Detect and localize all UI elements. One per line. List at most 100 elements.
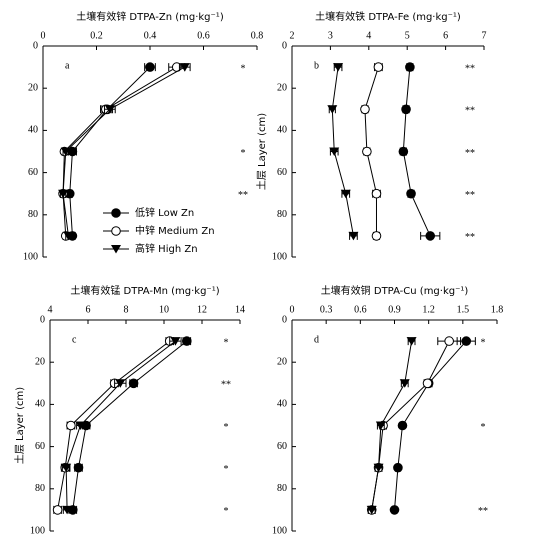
marker — [375, 421, 386, 430]
x-tick-label: 6 — [86, 304, 91, 315]
significance: ** — [221, 380, 231, 391]
y-tick-label: 80 — [35, 483, 45, 494]
marker — [333, 63, 344, 72]
marker — [397, 420, 408, 431]
x-tick-label: 7 — [482, 30, 487, 41]
y-axis-label: 土层 Layer (cm) — [13, 387, 26, 464]
significance: * — [224, 422, 229, 433]
marker — [373, 62, 384, 72]
y-tick-label: 20 — [277, 82, 287, 93]
y-tick-label: 100 — [23, 251, 38, 262]
marker — [52, 505, 63, 515]
chart-title: 土壤有效铁 DTPA-Fe (mg·kg⁻¹) — [315, 10, 461, 23]
marker — [406, 188, 416, 199]
significance: ** — [465, 63, 475, 74]
marker — [366, 505, 377, 515]
significance: ** — [478, 506, 488, 517]
marker — [425, 231, 436, 241]
marker — [60, 147, 71, 156]
x-tick-label: 0.3 — [320, 304, 333, 315]
marker — [66, 420, 76, 431]
x-tick-label: 0.4 — [144, 30, 157, 41]
x-tick-label: 1.5 — [457, 304, 470, 315]
legend-label: 低锌 Low Zn — [135, 206, 194, 219]
marker — [340, 189, 351, 199]
x-tick-label: 0.8 — [251, 30, 264, 41]
x-tick-label: 8 — [124, 304, 129, 315]
legend-label: 中锌 Medium Zn — [135, 224, 215, 237]
marker — [444, 336, 454, 346]
marker — [62, 505, 73, 515]
significance: * — [224, 506, 229, 517]
marker — [461, 336, 472, 346]
y-tick-label: 20 — [35, 356, 45, 367]
x-tick-label: 0 — [41, 30, 46, 41]
y-axis-label: 土层 Layer (cm) — [255, 113, 268, 190]
marker — [170, 337, 181, 346]
marker — [182, 336, 192, 346]
significance: ** — [465, 148, 475, 159]
x-tick-label: 0 — [290, 304, 295, 315]
x-tick-label: 3 — [328, 30, 333, 41]
marker — [329, 147, 340, 156]
y-tick-label: 40 — [28, 125, 38, 136]
marker — [371, 188, 382, 199]
marker — [115, 379, 126, 388]
marker — [389, 505, 400, 515]
panel-label: d — [314, 334, 319, 345]
y-tick-label: 20 — [277, 356, 287, 367]
y-tick-label: 60 — [277, 167, 287, 178]
y-tick-label: 80 — [277, 483, 287, 494]
marker — [393, 462, 403, 473]
marker — [104, 105, 115, 114]
y-tick-label: 0 — [33, 40, 38, 51]
significance: * — [241, 63, 246, 74]
marker — [422, 378, 433, 389]
y-tick-label: 40 — [35, 399, 45, 410]
significance: * — [481, 422, 486, 433]
legend-marker — [111, 245, 121, 254]
marker — [73, 462, 84, 473]
x-tick-label: 0.9 — [388, 304, 401, 315]
marker — [348, 231, 359, 241]
y-tick-label: 80 — [28, 209, 38, 220]
x-tick-label: 10 — [159, 304, 169, 315]
x-tick-label: 14 — [235, 304, 245, 315]
significance: * — [224, 337, 229, 348]
panel-label: c — [72, 334, 77, 345]
y-tick-label: 40 — [277, 399, 287, 410]
x-tick-label: 0.6 — [354, 304, 367, 315]
chart-title: 土壤有效锰 DTPA-Mn (mg·kg⁻¹) — [70, 284, 219, 297]
marker — [360, 104, 370, 115]
y-tick-label: 0 — [282, 314, 287, 325]
marker — [401, 104, 411, 115]
chart-title: 土壤有效铜 DTPA-Cu (mg·kg⁻¹) — [321, 284, 469, 297]
significance: * — [241, 148, 246, 159]
significance: ** — [465, 190, 475, 201]
marker — [75, 421, 86, 430]
y-tick-label: 60 — [277, 441, 287, 452]
x-tick-label: 0.6 — [197, 30, 210, 41]
significance: ** — [465, 232, 475, 243]
marker — [406, 337, 417, 346]
x-tick-label: 5 — [405, 30, 410, 41]
y-tick-label: 0 — [282, 40, 287, 51]
legend-marker — [111, 226, 121, 236]
y-tick-label: 60 — [28, 167, 38, 178]
marker — [405, 62, 415, 72]
significance: ** — [465, 106, 475, 117]
marker — [63, 231, 74, 241]
marker — [145, 62, 155, 72]
marker — [398, 146, 409, 157]
y-tick-label: 0 — [40, 314, 45, 325]
marker — [61, 463, 72, 473]
y-tick-label: 100 — [272, 525, 287, 536]
marker — [179, 63, 190, 72]
x-tick-label: 0.2 — [90, 30, 103, 41]
x-tick-label: 1.2 — [422, 304, 435, 315]
y-tick-label: 40 — [277, 125, 287, 136]
significance: ** — [238, 190, 248, 201]
y-tick-label: 60 — [35, 441, 45, 452]
marker — [371, 231, 382, 241]
